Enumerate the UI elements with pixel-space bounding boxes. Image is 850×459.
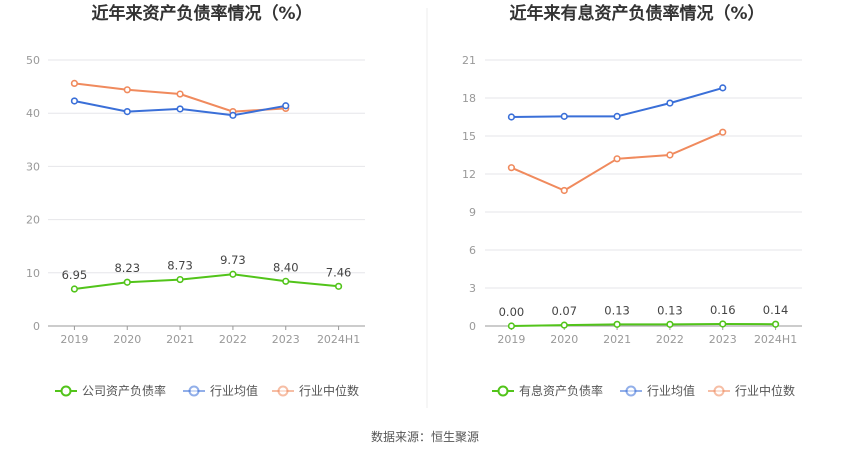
y-tick-label: 15 — [462, 130, 476, 143]
data-point — [70, 285, 79, 293]
legend-label: 有息资产负债率 — [519, 383, 603, 398]
x-tick-label: 2021 — [603, 333, 631, 346]
data-point — [282, 277, 290, 285]
x-tick-label: 2024H1 — [754, 333, 797, 346]
data-point — [123, 108, 131, 116]
legend-marker — [277, 385, 289, 397]
data-point — [282, 102, 290, 110]
x-tick-label: 2023 — [272, 333, 300, 346]
data-label: 0.13 — [604, 303, 630, 317]
data-label: 8.40 — [273, 260, 299, 274]
source-note: 数据来源：恒生聚源 — [371, 429, 479, 444]
data-point — [176, 275, 184, 284]
data-point — [666, 320, 674, 328]
data-point — [613, 320, 621, 328]
y-tick-label: 50 — [26, 54, 40, 67]
data-label: 0.16 — [710, 303, 736, 317]
data-point — [771, 320, 780, 328]
y-tick-label: 30 — [26, 160, 40, 173]
y-tick-label: 6 — [469, 244, 476, 257]
debt-ratio-chart: 近年来资产负债率情况（%） 0 10 20 30 40 50 2019 2020 2021 2022… — [26, 3, 365, 398]
legend-item-2[interactable]: 行业中位数 — [708, 383, 795, 398]
data-point — [613, 155, 621, 163]
data-point — [176, 105, 184, 113]
legend-item-2[interactable]: 行业中位数 — [272, 383, 359, 398]
data-label: 0.07 — [551, 304, 577, 318]
legend-marker — [625, 385, 637, 397]
legend-label: 行业均值 — [210, 383, 258, 398]
legend-label: 行业中位数 — [735, 383, 795, 398]
data-point — [560, 112, 568, 120]
data-label: 8.23 — [114, 261, 140, 275]
data-point — [507, 164, 516, 172]
data-point — [560, 186, 568, 195]
data-label: 0.14 — [763, 303, 789, 317]
data-label: 0.00 — [499, 305, 525, 319]
x-tick-label: 2024H1 — [317, 333, 360, 346]
series-line-0 — [511, 322, 776, 327]
legend-item-0[interactable]: 公司资产负债率 — [55, 383, 166, 398]
data-label: 0.13 — [657, 303, 683, 317]
legend-item-1[interactable]: 行业均值 — [183, 383, 258, 398]
data-point — [719, 320, 727, 328]
y-tick-label: 0 — [33, 320, 40, 333]
data-point — [666, 99, 674, 107]
legend-label: 公司资产负债率 — [82, 383, 166, 398]
data-point — [70, 97, 79, 105]
data-point — [334, 282, 343, 290]
y-tick-label: 21 — [462, 54, 476, 67]
y-tick-label: 9 — [469, 206, 476, 219]
data-point — [613, 112, 621, 120]
y-tick-label: 20 — [26, 214, 40, 227]
data-point — [229, 111, 237, 119]
x-tick-label: 2020 — [113, 333, 141, 346]
interest-bearing-debt-ratio-chart: 近年来有息资产负债率情况（%） 0 3 6 9 12 15 18 21 2019 2020 2021 2… — [462, 3, 802, 398]
legend-item-0[interactable]: 有息资产负债率 — [492, 383, 603, 398]
data-point — [560, 321, 568, 329]
legend-marker — [497, 385, 509, 397]
x-tick-label: 2022 — [656, 333, 684, 346]
legend-label: 行业均值 — [647, 383, 695, 398]
y-tick-label: 0 — [469, 320, 476, 333]
series-line-1 — [511, 86, 724, 118]
data-label: 6.95 — [62, 268, 88, 282]
data-label: 7.46 — [326, 265, 352, 279]
data-point — [719, 84, 727, 92]
x-tick-label: 2020 — [550, 333, 578, 346]
data-point — [229, 270, 237, 278]
data-point — [719, 128, 727, 136]
legend-marker — [188, 385, 200, 397]
chart-title: 近年来资产负债率情况（%） — [91, 3, 312, 24]
x-tick-label: 2021 — [166, 333, 194, 346]
legend-item-1[interactable]: 行业均值 — [620, 383, 695, 398]
x-tick-label: 2019 — [60, 333, 88, 346]
y-tick-label: 3 — [469, 282, 476, 295]
x-tick-label: 2023 — [709, 333, 737, 346]
data-label: 9.73 — [220, 253, 246, 267]
series-line-0 — [74, 273, 339, 290]
data-point — [123, 278, 131, 286]
data-point — [507, 322, 516, 330]
data-label: 8.73 — [167, 259, 193, 273]
data-point — [507, 113, 516, 121]
y-tick-label: 40 — [26, 107, 40, 120]
data-point — [666, 151, 674, 159]
chart-title: 近年来有息资产负债率情况（%） — [509, 3, 764, 24]
legend-marker — [713, 385, 725, 397]
y-tick-label: 18 — [462, 92, 476, 105]
legend-label: 行业中位数 — [299, 383, 359, 398]
data-point — [123, 86, 131, 94]
data-point — [176, 90, 184, 98]
x-tick-label: 2019 — [497, 333, 525, 346]
x-tick-label: 2022 — [219, 333, 247, 346]
y-tick-label: 10 — [26, 267, 40, 280]
y-tick-label: 12 — [462, 168, 476, 181]
legend-marker — [60, 385, 72, 397]
data-point — [70, 79, 79, 88]
